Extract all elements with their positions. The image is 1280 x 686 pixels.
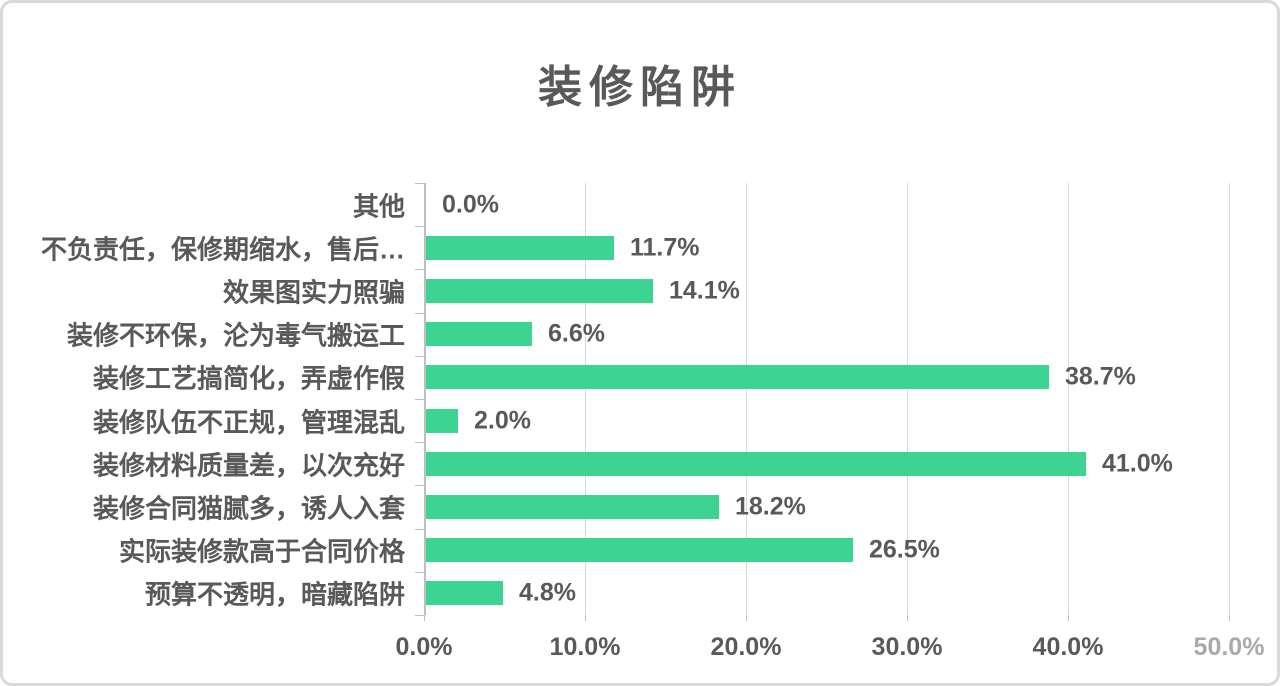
- bar: [426, 236, 614, 260]
- bar: [426, 279, 653, 303]
- x-axis-tick: [585, 615, 586, 621]
- category-tick: [415, 572, 424, 573]
- value-label: 4.8%: [519, 578, 576, 607]
- category-tick: [415, 442, 424, 443]
- category-tick: [415, 399, 424, 400]
- category-label: 装修不环保，沦为毒气搬运工: [66, 320, 405, 351]
- bar: [426, 581, 503, 605]
- bar: [426, 365, 1049, 389]
- category-label: 装修材料质量差，以次充好: [92, 450, 405, 481]
- value-label: 41.0%: [1102, 449, 1173, 478]
- category-tick: [415, 269, 424, 270]
- bar: [426, 452, 1086, 476]
- category-label: 装修队伍不正规，管理混乱: [92, 407, 405, 438]
- category-label: 不负责任，保修期缩水，售后…: [40, 234, 405, 265]
- value-label: 2.0%: [474, 406, 531, 435]
- value-label: 6.6%: [548, 319, 605, 348]
- x-tick-label: 0.0%: [395, 633, 453, 661]
- y-axis-line: [424, 183, 426, 615]
- category-tick: [415, 615, 424, 616]
- gridline: [1229, 183, 1230, 615]
- x-axis-tick: [907, 615, 908, 621]
- category-tick: [415, 529, 424, 530]
- value-label: 26.5%: [869, 535, 940, 564]
- gridline: [746, 183, 747, 615]
- category-label: 实际装修款高于合同价格: [118, 536, 405, 567]
- x-tick-label: 20.0%: [710, 633, 782, 661]
- value-label: 18.2%: [735, 492, 806, 521]
- x-axis-tick: [1068, 615, 1069, 621]
- category-tick: [415, 226, 424, 227]
- value-label: 11.7%: [630, 233, 700, 262]
- bar: [426, 495, 719, 519]
- gridline: [1068, 183, 1069, 615]
- category-tick: [415, 313, 424, 314]
- category-label: 装修合同猫腻多，诱人入套: [92, 493, 405, 524]
- value-label: 38.7%: [1065, 362, 1136, 391]
- category-label: 装修工艺搞简化，弄虚作假: [92, 363, 405, 394]
- gridline: [907, 183, 908, 615]
- category-label: 预算不透明，暗藏陷阱: [144, 579, 405, 610]
- category-tick: [415, 485, 424, 486]
- bar: [426, 409, 458, 433]
- gridline: [585, 183, 586, 615]
- category-label: 效果图实力照骗: [222, 277, 405, 308]
- value-label: 14.1%: [669, 276, 740, 305]
- x-axis-tick: [746, 615, 747, 621]
- x-tick-label: 10.0%: [549, 633, 621, 661]
- bar: [426, 538, 853, 562]
- x-tick-label: 40.0%: [1032, 633, 1104, 661]
- x-tick-label: 30.0%: [871, 633, 943, 661]
- bar: [426, 322, 532, 346]
- plot-area: 0.0% 10.0% 20.0% 30.0% 40.0% 50.0% 0.0% 11.7% 14…: [396, 183, 1264, 661]
- chart-title: 装修陷阱: [538, 63, 742, 112]
- category-tick: [415, 356, 424, 357]
- x-axis-tick: [1229, 615, 1230, 621]
- x-tick-label: 50.0%: [1193, 633, 1265, 661]
- x-axis-tick: [424, 615, 425, 621]
- value-label: 0.0%: [442, 190, 499, 219]
- category-label: 其他: [352, 191, 405, 222]
- category-tick: [415, 183, 424, 184]
